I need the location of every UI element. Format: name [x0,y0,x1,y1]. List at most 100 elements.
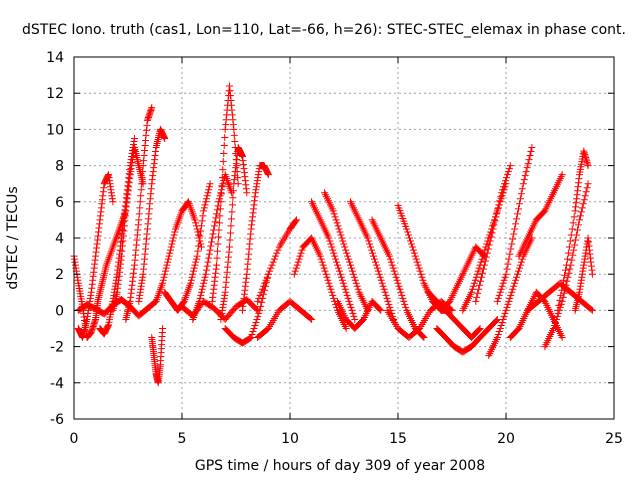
data-point [482,253,490,261]
data-point [214,240,222,248]
data-series [135,125,169,305]
data-point [382,291,390,299]
data-point [504,260,512,268]
data-series [109,144,147,314]
data-point [329,207,337,215]
data-point [376,305,384,313]
data-point [230,131,238,139]
data-point [167,243,175,251]
data-point [350,312,358,320]
data-point [298,246,306,254]
data-point [192,219,200,227]
data-point [138,174,146,182]
data-series [161,180,214,314]
data-point [571,241,579,249]
data-point [386,255,394,263]
data-point [214,247,222,255]
data-point [264,171,272,179]
data-point [349,270,357,278]
data-point [563,255,571,263]
data-point [514,270,522,278]
data-point [419,333,427,341]
data-series [70,207,130,342]
data-point [351,315,359,323]
y-tick-label: 6 [55,195,64,211]
data-point [582,188,590,196]
data-point [373,264,381,272]
data-point [511,225,519,233]
data-point [294,258,302,266]
data-point [166,249,174,257]
data-point [243,189,251,197]
data-point [415,264,423,272]
data-point [344,252,352,260]
data-point [354,285,362,293]
data-point [333,219,341,227]
data-point [162,264,170,272]
data-point [472,297,480,305]
data-point [166,246,174,254]
data-point [500,312,508,320]
data-point [164,258,172,266]
data-point [509,285,517,293]
data-point [195,237,203,245]
y-tick-label: 10 [46,122,64,138]
data-point [170,231,178,239]
data-point [348,306,356,314]
data-point [579,200,587,208]
data-point [419,276,427,284]
data-point [584,162,592,170]
data-point [378,279,386,287]
data-point [368,246,376,254]
data-point [316,252,324,260]
data-point [513,273,521,281]
data-point [403,225,411,233]
data-series [472,162,514,305]
data-point [394,279,402,287]
data-point [317,255,325,263]
data-point [109,198,117,206]
data-point [566,265,574,273]
data-series [515,171,566,260]
data-point [374,267,382,275]
data-point [253,315,261,323]
data-point [203,192,211,200]
data-point [490,221,498,229]
data-point [290,270,298,278]
data-point [475,326,483,334]
data-point [581,192,589,200]
data-point [560,276,568,284]
data-point [495,291,503,299]
data-point [574,221,582,229]
data-point [169,234,177,242]
data-point [495,328,503,336]
data-point [491,217,499,225]
data-point [268,261,276,269]
data-point [187,279,195,287]
data-point [528,144,536,151]
data-point [328,243,336,251]
data-point [552,315,560,323]
data-point [502,270,510,278]
data-point [510,282,518,290]
data-series [334,297,385,332]
data-point [342,246,350,254]
data-point [483,249,491,257]
data-point [228,201,236,209]
data-point [196,294,204,302]
chart-title: dSTEC Iono. truth (cas1, Lon=110, Lat=-6… [22,22,626,38]
data-point [493,297,501,305]
data-point [347,264,355,272]
data-point [254,306,262,314]
data-point [193,225,201,233]
data-point [297,249,305,257]
data-point [517,258,525,266]
data-point [385,300,393,308]
data-point [264,270,272,278]
y-tick-label: 14 [46,50,64,66]
data-point [191,261,199,269]
data-point [206,246,214,254]
data-point [207,242,215,250]
data-point [254,312,262,320]
data-point [553,312,561,320]
